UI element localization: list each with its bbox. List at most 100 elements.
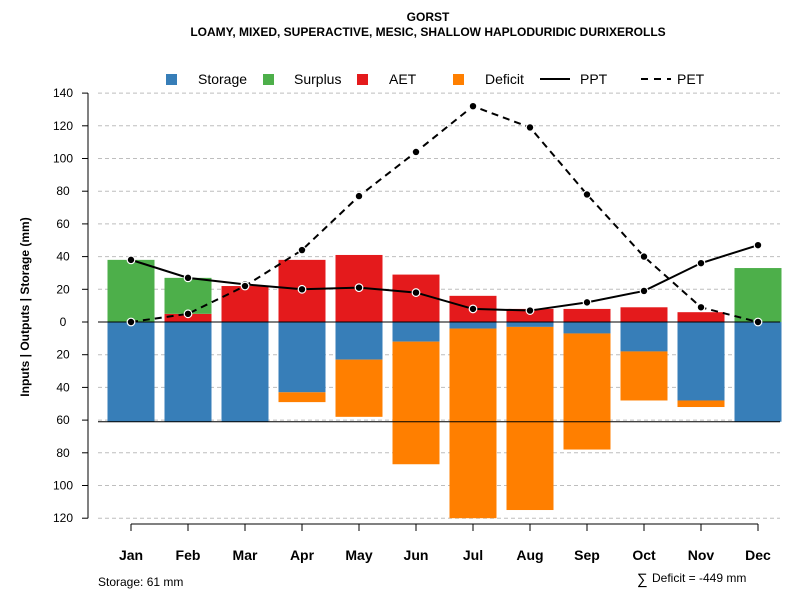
legend-item: PPT bbox=[540, 71, 608, 87]
aet-bar bbox=[677, 312, 725, 322]
y-tick-label: 80 bbox=[56, 184, 70, 198]
ppt-point bbox=[183, 273, 193, 283]
pet-point bbox=[525, 123, 535, 132]
legend-item: Storage bbox=[166, 71, 247, 87]
series-lines bbox=[126, 101, 763, 327]
pet-point bbox=[411, 147, 421, 157]
deficit-bar bbox=[449, 328, 497, 519]
storage-bar bbox=[335, 322, 383, 360]
legend-label: Surplus bbox=[294, 71, 341, 87]
storage-bar bbox=[392, 322, 440, 342]
aet-bar bbox=[620, 307, 668, 322]
x-tick-label: Sep bbox=[574, 547, 600, 563]
ppt-point bbox=[468, 304, 478, 314]
ppt-point bbox=[525, 306, 535, 315]
gridlines bbox=[98, 92, 780, 519]
y-tick-label: 120 bbox=[53, 119, 73, 133]
legend-item: Deficit bbox=[453, 71, 524, 87]
deficit-bar bbox=[278, 392, 326, 403]
legend-swatch bbox=[263, 74, 274, 85]
y-axis: 140 120 100 80 60 40 20 0 20 40 60 80 100 120 bbox=[53, 86, 89, 525]
legend-label: Deficit bbox=[485, 71, 524, 87]
x-axis: Jan Feb Mar Apr May Jun Jul Aug Sep Oct Nov Dec bbox=[119, 523, 771, 563]
x-tick-label: Oct bbox=[632, 547, 656, 563]
x-tick-label: Aug bbox=[516, 547, 543, 563]
x-tick-label: Apr bbox=[290, 547, 315, 563]
legend-item: PET bbox=[641, 71, 705, 87]
x-tick-label: Nov bbox=[688, 547, 715, 563]
pet-point bbox=[183, 309, 193, 319]
storage-bar bbox=[164, 322, 212, 422]
legend-label: PET bbox=[677, 71, 705, 87]
y-tick-label: 20 bbox=[56, 282, 70, 296]
legend-item: AET bbox=[357, 71, 417, 87]
y-tick-label: 0 bbox=[60, 315, 67, 329]
deficit-bar bbox=[677, 400, 725, 408]
deficit-bar bbox=[620, 351, 668, 401]
x-tick-label: Dec bbox=[745, 547, 771, 563]
y-tick-label: 100 bbox=[53, 479, 73, 493]
ppt-point bbox=[411, 288, 421, 297]
pet-point bbox=[297, 245, 307, 255]
legend-swatch bbox=[166, 74, 177, 85]
aet-bar bbox=[392, 274, 440, 322]
pet-point bbox=[639, 252, 649, 262]
surplus-bar bbox=[107, 259, 155, 322]
surplus-bar bbox=[734, 268, 782, 322]
y-tick-label: 60 bbox=[56, 413, 70, 427]
ppt-point bbox=[696, 258, 706, 268]
storage-bar bbox=[563, 322, 611, 334]
storage-bar bbox=[107, 322, 155, 422]
deficit-bar bbox=[392, 341, 440, 465]
chart-title: GORST bbox=[407, 10, 450, 24]
aet-bar bbox=[506, 308, 554, 322]
deficit-bar bbox=[506, 326, 554, 511]
pet-point bbox=[582, 190, 592, 199]
deficit-sum-symbol: ∑ bbox=[637, 571, 648, 588]
pet-point bbox=[468, 101, 478, 111]
pet-point bbox=[354, 191, 364, 201]
legend-label: Storage bbox=[198, 71, 247, 87]
x-tick-label: Jun bbox=[404, 547, 429, 563]
legend: Storage Surplus AET Deficit PPT PET bbox=[166, 71, 705, 87]
legend-item: Surplus bbox=[263, 71, 341, 87]
surplus-bar bbox=[164, 277, 212, 314]
legend-swatch bbox=[453, 74, 464, 85]
aet-bar bbox=[221, 286, 269, 322]
ppt-line bbox=[130, 244, 759, 312]
ppt-point bbox=[126, 255, 136, 265]
y-tick-label: 140 bbox=[53, 86, 73, 100]
storage-bar bbox=[278, 322, 326, 393]
pet-point bbox=[126, 317, 136, 327]
y-tick-label: 40 bbox=[56, 250, 70, 264]
y-tick-label: 20 bbox=[56, 348, 70, 362]
legend-swatch bbox=[357, 74, 368, 85]
x-tick-label: Mar bbox=[233, 547, 258, 563]
x-tick-label: Feb bbox=[176, 547, 201, 563]
y-tick-label: 40 bbox=[56, 380, 70, 394]
ppt-point bbox=[297, 284, 307, 294]
deficit-bar bbox=[563, 333, 611, 450]
x-tick-label: Jul bbox=[463, 547, 483, 563]
ppt-point bbox=[753, 240, 763, 250]
pet-point bbox=[753, 317, 763, 327]
storage-bar bbox=[449, 322, 497, 329]
pet-point bbox=[240, 281, 250, 291]
aet-bar bbox=[563, 308, 611, 322]
y-tick-label: 60 bbox=[56, 217, 70, 231]
y-tick-label: 120 bbox=[53, 511, 73, 525]
legend-label: PPT bbox=[580, 71, 608, 87]
deficit-bar bbox=[335, 359, 383, 417]
bars bbox=[98, 254, 782, 519]
storage-annotation: Storage: 61 mm bbox=[98, 575, 183, 589]
x-tick-label: May bbox=[345, 547, 372, 563]
storage-bar bbox=[221, 322, 269, 422]
chart-subtitle: LOAMY, MIXED, SUPERACTIVE, MESIC, SHALLO… bbox=[190, 25, 665, 39]
y-axis-label: Inputs | Outputs | Storage (mm) bbox=[18, 217, 32, 396]
ppt-point bbox=[354, 283, 364, 293]
y-tick-label: 100 bbox=[53, 152, 73, 166]
legend-label: AET bbox=[389, 71, 417, 87]
deficit-annotation: Deficit = -449 mm bbox=[652, 571, 746, 585]
storage-bar bbox=[506, 322, 554, 327]
